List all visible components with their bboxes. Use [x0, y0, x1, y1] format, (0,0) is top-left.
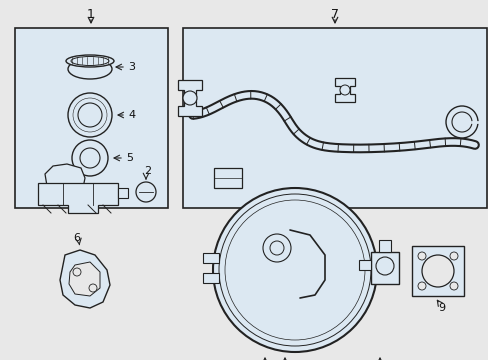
- Polygon shape: [69, 262, 100, 296]
- Circle shape: [417, 252, 425, 260]
- Circle shape: [183, 91, 197, 105]
- Circle shape: [417, 282, 425, 290]
- Polygon shape: [178, 80, 202, 116]
- Bar: [203, 273, 219, 283]
- Circle shape: [421, 255, 453, 287]
- Ellipse shape: [68, 59, 112, 79]
- Circle shape: [219, 194, 370, 346]
- Text: 4: 4: [128, 110, 135, 120]
- Bar: [378, 240, 390, 252]
- Circle shape: [449, 252, 457, 260]
- Circle shape: [72, 140, 108, 176]
- Circle shape: [263, 234, 290, 262]
- Text: 7: 7: [330, 8, 338, 21]
- Polygon shape: [60, 250, 110, 308]
- Circle shape: [449, 282, 457, 290]
- Circle shape: [73, 268, 81, 276]
- Circle shape: [81, 60, 99, 78]
- Bar: [203, 253, 219, 263]
- Bar: [358, 260, 370, 270]
- Text: 1: 1: [87, 8, 95, 21]
- Bar: [214, 168, 242, 188]
- Polygon shape: [38, 183, 118, 213]
- Circle shape: [269, 241, 284, 255]
- Ellipse shape: [66, 55, 114, 67]
- Circle shape: [375, 257, 393, 275]
- Text: 2: 2: [144, 166, 151, 176]
- Circle shape: [136, 182, 156, 202]
- Circle shape: [68, 93, 112, 137]
- Circle shape: [80, 148, 100, 168]
- Circle shape: [78, 103, 102, 127]
- Circle shape: [89, 284, 97, 292]
- Bar: [370, 252, 398, 284]
- Polygon shape: [334, 78, 354, 102]
- Ellipse shape: [71, 57, 109, 66]
- Text: 5: 5: [126, 153, 133, 163]
- Bar: [118, 188, 128, 198]
- Text: 6: 6: [73, 233, 81, 243]
- Bar: [411, 246, 463, 296]
- Circle shape: [339, 85, 349, 95]
- Bar: [183, 28, 486, 208]
- Text: 9: 9: [438, 303, 445, 313]
- Circle shape: [213, 188, 376, 352]
- Bar: [15, 28, 168, 208]
- Circle shape: [445, 106, 477, 138]
- Text: 3: 3: [128, 62, 135, 72]
- Polygon shape: [45, 164, 85, 192]
- Circle shape: [224, 200, 364, 340]
- Circle shape: [451, 112, 471, 132]
